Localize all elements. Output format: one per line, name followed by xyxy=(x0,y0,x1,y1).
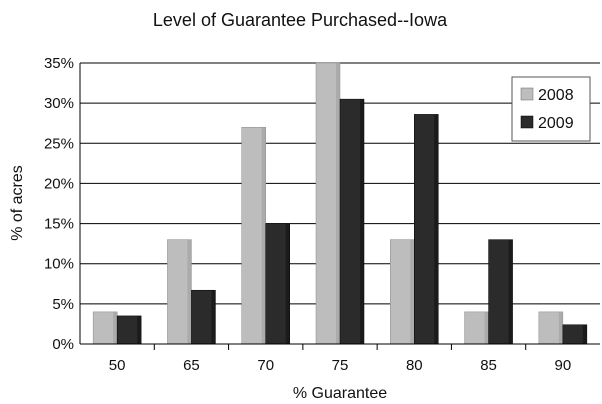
bar-shade-2009-90 xyxy=(582,324,587,344)
x-tick-label-90: 90 xyxy=(555,357,572,374)
bar-shade-2009-85 xyxy=(508,239,513,344)
bar-shade-2008-75 xyxy=(336,63,340,344)
y-tick-label-5: 5% xyxy=(52,296,74,313)
legend-label-2009: 2009 xyxy=(538,115,574,132)
x-tick-label-85: 85 xyxy=(480,357,497,374)
y-tick-label-15: 15% xyxy=(44,216,74,233)
y-tick-label-25: 25% xyxy=(44,135,74,152)
x-axis-label: % Guarantee xyxy=(293,385,387,402)
bar-shade-2009-50 xyxy=(137,315,142,344)
bar-shade-2009-65 xyxy=(211,290,216,344)
y-axis-label: % of acres xyxy=(9,165,26,241)
x-tick-label-80: 80 xyxy=(406,357,423,374)
y-tick-label-30: 30% xyxy=(44,95,74,112)
bar-shade-2008-65 xyxy=(187,239,192,344)
x-tick-label-50: 50 xyxy=(109,357,126,374)
bar-shade-2008-85 xyxy=(484,311,489,344)
bar-shade-2009-75 xyxy=(360,99,364,344)
bar-shade-2009-80 xyxy=(434,114,439,344)
legend-label-2008: 2008 xyxy=(538,87,574,104)
y-tick-label-10: 10% xyxy=(44,256,74,273)
bar-shade-2008-70 xyxy=(261,127,266,344)
y-tick-label-0: 0% xyxy=(52,336,74,353)
x-tick-label-75: 75 xyxy=(332,357,349,374)
y-axis-ticks: 0% 5% 10% 15% 20% 25% 30% 35% xyxy=(44,55,74,353)
bar-shade-2008-80 xyxy=(410,239,415,344)
legend-swatch-2009 xyxy=(520,115,534,129)
x-tick-label-70: 70 xyxy=(257,357,274,374)
x-tick-label-65: 65 xyxy=(183,357,200,374)
bar-shade-2009-70 xyxy=(285,223,290,344)
y-tick-label-35: 35% xyxy=(44,55,74,72)
x-axis-ticks: 50 65 70 75 80 85 90 xyxy=(109,344,571,374)
y-tick-label-20: 20% xyxy=(44,175,74,192)
legend: 2008 2009 xyxy=(511,76,591,142)
chart-title: Level of Guarantee Purchased--Iowa xyxy=(153,10,448,30)
legend-swatch-2008 xyxy=(520,87,534,101)
bar-shade-2008-50 xyxy=(113,311,118,344)
bars xyxy=(92,62,588,345)
bar-shade-2008-90 xyxy=(558,311,563,344)
legend-box xyxy=(511,76,591,142)
